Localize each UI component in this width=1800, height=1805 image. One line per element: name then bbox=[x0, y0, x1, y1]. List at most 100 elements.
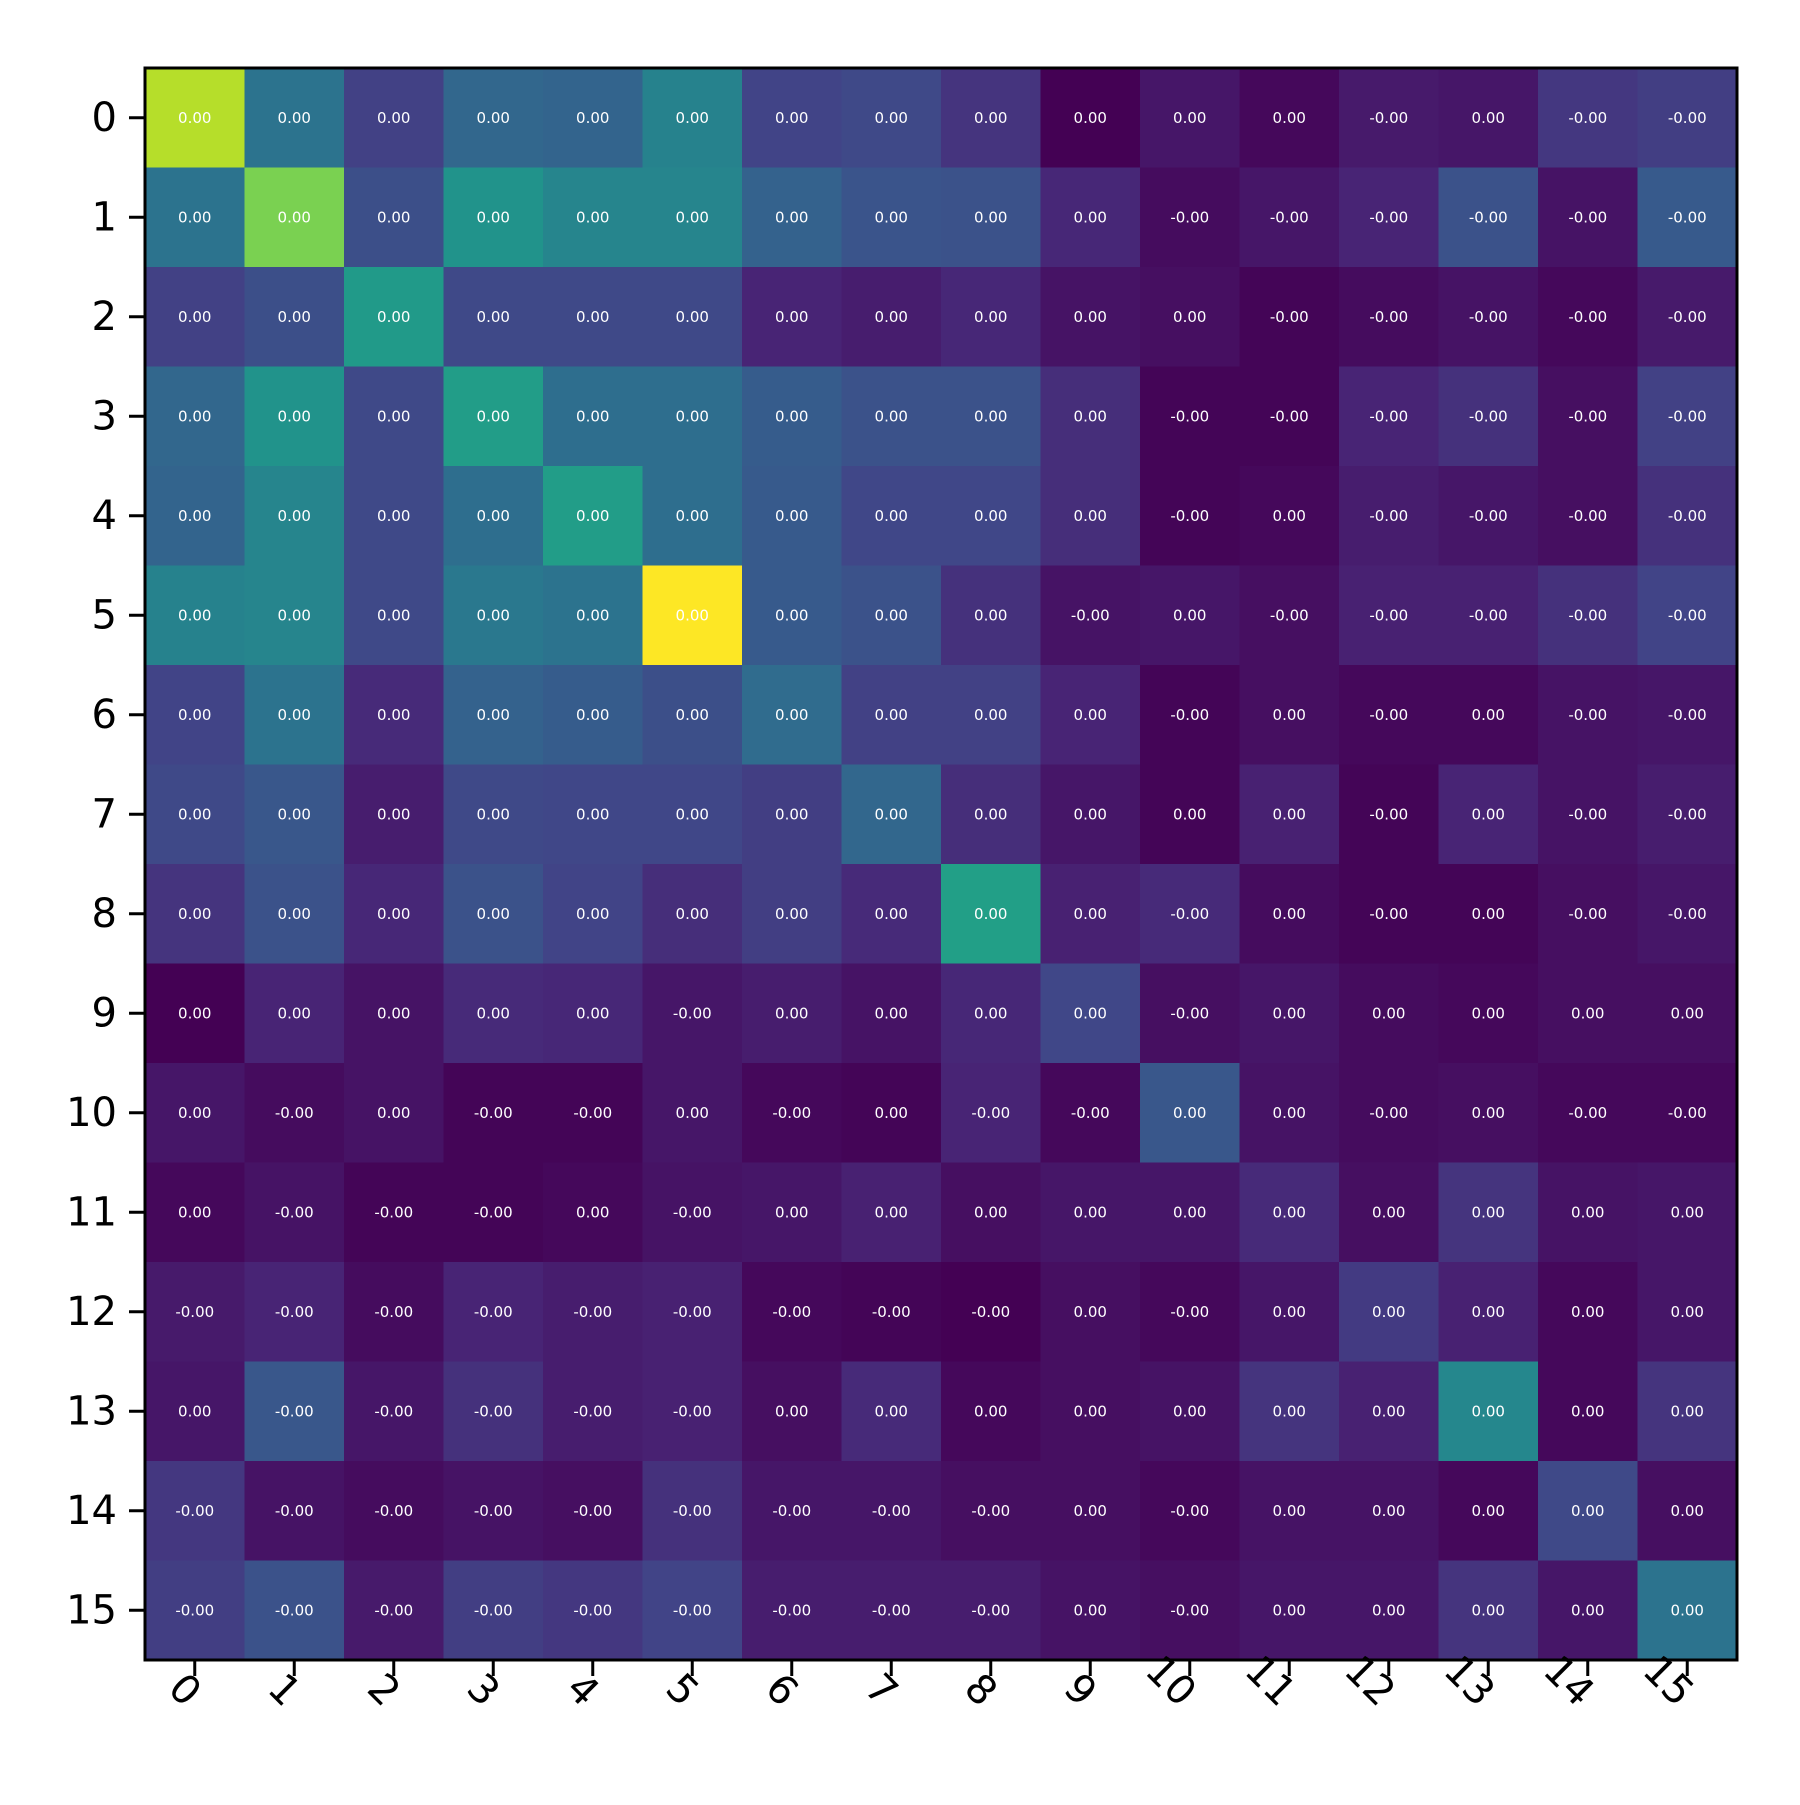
cell-label: -0.00 bbox=[673, 1004, 712, 1022]
heatmap-cell bbox=[1239, 764, 1340, 865]
heatmap-cell bbox=[1438, 1262, 1539, 1363]
heatmap-cell bbox=[841, 366, 942, 467]
heatmap-cell bbox=[1140, 1560, 1241, 1661]
heatmap-cell bbox=[1637, 764, 1738, 865]
heatmap-cell bbox=[145, 267, 246, 368]
heatmap-cell bbox=[344, 1262, 445, 1363]
heatmap-cell bbox=[145, 366, 246, 467]
x-tick-label: 8 bbox=[955, 1665, 1006, 1716]
heatmap-cell bbox=[1339, 665, 1440, 766]
cell-label: 0.00 bbox=[1571, 1303, 1604, 1321]
heatmap-cell bbox=[344, 764, 445, 865]
y-tick-label: 2 bbox=[92, 294, 117, 340]
cell-label: 0.00 bbox=[676, 905, 709, 923]
heatmap-cell bbox=[543, 1560, 644, 1661]
heatmap-cell bbox=[244, 466, 345, 567]
heatmap-cell bbox=[244, 963, 345, 1064]
heatmap-cell bbox=[841, 167, 942, 268]
cell-label: 0.00 bbox=[576, 606, 609, 624]
cell-label: 0.00 bbox=[1571, 1203, 1604, 1221]
cell-label: 0.00 bbox=[1472, 706, 1505, 724]
heatmap-cell bbox=[145, 864, 246, 965]
heatmap-cell bbox=[543, 1262, 644, 1363]
cell-label: 0.00 bbox=[377, 706, 410, 724]
heatmap-cell bbox=[344, 963, 445, 1064]
cell-label: 0.00 bbox=[1173, 308, 1206, 326]
cell-label: -0.00 bbox=[1469, 407, 1508, 425]
heatmap-cell bbox=[742, 963, 843, 1064]
cell-label: -0.00 bbox=[1668, 805, 1707, 823]
heatmap-cell bbox=[1239, 1461, 1340, 1562]
cell-label: 0.00 bbox=[477, 407, 510, 425]
cell-label: 0.00 bbox=[875, 1104, 908, 1122]
cell-label: -0.00 bbox=[374, 1502, 413, 1520]
cell-label: 0.00 bbox=[875, 507, 908, 525]
cell-label: 0.00 bbox=[278, 905, 311, 923]
cell-label: -0.00 bbox=[1270, 407, 1309, 425]
x-tick-label: 7 bbox=[856, 1665, 907, 1716]
cell-label: 0.00 bbox=[875, 1004, 908, 1022]
heatmap-cell bbox=[1538, 1461, 1639, 1562]
cell-label: 0.00 bbox=[178, 407, 211, 425]
cell-label: -0.00 bbox=[1170, 507, 1209, 525]
x-tick-label: 9 bbox=[1055, 1665, 1106, 1716]
heatmap-cell bbox=[1040, 1063, 1141, 1164]
heatmap-cell bbox=[1040, 1560, 1141, 1661]
heatmap-cell bbox=[642, 864, 743, 965]
cell-label: -0.00 bbox=[474, 1104, 513, 1122]
heatmap-cell bbox=[1140, 764, 1241, 865]
cell-label: -0.00 bbox=[772, 1502, 811, 1520]
cell-label: -0.00 bbox=[1170, 407, 1209, 425]
heatmap-cell bbox=[1538, 1361, 1639, 1462]
heatmap-cell bbox=[543, 1361, 644, 1462]
heatmap-cell bbox=[841, 565, 942, 666]
cell-label: -0.00 bbox=[1270, 208, 1309, 226]
cell-label: -0.00 bbox=[1568, 109, 1607, 127]
cell-label: 0.00 bbox=[775, 1203, 808, 1221]
cell-label: -0.00 bbox=[275, 1601, 314, 1619]
heatmap-cell bbox=[1538, 267, 1639, 368]
heatmap-cell bbox=[443, 466, 544, 567]
heatmap-cell bbox=[443, 366, 544, 467]
heatmap-cell bbox=[742, 565, 843, 666]
heatmap-cell bbox=[443, 1063, 544, 1164]
cell-label: 0.00 bbox=[1074, 805, 1107, 823]
heatmap-cell bbox=[344, 1063, 445, 1164]
heatmap-cell bbox=[742, 167, 843, 268]
cell-label: 0.00 bbox=[178, 208, 211, 226]
heatmap-cell bbox=[244, 1162, 345, 1263]
heatmap-cell bbox=[443, 1461, 544, 1562]
cell-label: 0.00 bbox=[875, 1203, 908, 1221]
heatmap-cell bbox=[1637, 1063, 1738, 1164]
cell-label: 0.00 bbox=[278, 208, 311, 226]
heatmap-cell bbox=[1538, 764, 1639, 865]
heatmap-cell bbox=[841, 267, 942, 368]
cell-label: 0.00 bbox=[1173, 109, 1206, 127]
heatmap-cell bbox=[742, 1262, 843, 1363]
cell-label: -0.00 bbox=[474, 1601, 513, 1619]
heatmap-cell bbox=[344, 1560, 445, 1661]
heatmap-cell bbox=[742, 1461, 843, 1562]
cell-label: -0.00 bbox=[275, 1303, 314, 1321]
cell-label: 0.00 bbox=[775, 805, 808, 823]
heatmap-cell bbox=[443, 267, 544, 368]
cell-label: 0.00 bbox=[477, 805, 510, 823]
heatmap-cell bbox=[1538, 1063, 1639, 1164]
cell-label: 0.00 bbox=[1671, 1601, 1704, 1619]
cell-label: -0.00 bbox=[175, 1502, 214, 1520]
heatmap-cell bbox=[145, 1162, 246, 1263]
cell-label: 0.00 bbox=[1671, 1502, 1704, 1520]
cell-label: 0.00 bbox=[1472, 1402, 1505, 1420]
heatmap-cell bbox=[1637, 864, 1738, 965]
heatmap-cell bbox=[344, 864, 445, 965]
cell-label: -0.00 bbox=[1568, 706, 1607, 724]
cell-label: 0.00 bbox=[1671, 1004, 1704, 1022]
heatmap-cell bbox=[1538, 565, 1639, 666]
heatmap-cell bbox=[1239, 1162, 1340, 1263]
heatmap-cell bbox=[344, 167, 445, 268]
heatmap-cell bbox=[443, 764, 544, 865]
y-tick-label: 6 bbox=[92, 692, 117, 738]
heatmap-cell bbox=[742, 864, 843, 965]
cell-label: -0.00 bbox=[175, 1601, 214, 1619]
cell-label: 0.00 bbox=[875, 606, 908, 624]
